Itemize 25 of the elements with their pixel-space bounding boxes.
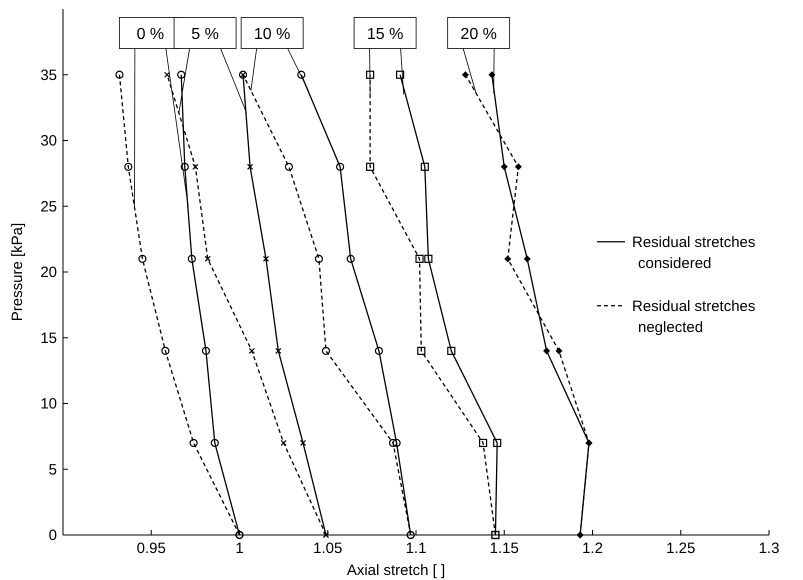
annotation: 20 %: [460, 26, 497, 43]
x-axis-title: Axial stretch [ ]: [346, 562, 446, 579]
y-tick-label: 30: [40, 132, 57, 150]
annotation: 5 %: [191, 26, 219, 43]
annotation: 0 %: [136, 26, 164, 43]
x-tick-label: 1: [235, 540, 244, 557]
x-tick-label: 1.05: [313, 540, 342, 557]
y-tick-label: 0: [48, 527, 57, 544]
x-tick-label: 1.2: [582, 540, 603, 557]
y-axis-title: Pressure [kPa]: [9, 222, 26, 322]
legend-label: Residual stretches neglected: [632, 298, 756, 336]
x-tick-label: 1.3: [758, 540, 780, 557]
x-tick-label: 1.25: [666, 540, 696, 557]
y-tick-label: 15: [40, 330, 57, 347]
y-tick-label: 35: [40, 66, 57, 84]
annotation: 10 %: [254, 26, 290, 43]
y-tick-label: 10: [40, 396, 57, 412]
y-tick-label: 25: [40, 198, 57, 216]
x-tick-label: 1.15: [490, 540, 519, 557]
legend-label: Residual stretches considered: [632, 234, 756, 272]
annotation: 15 %: [366, 26, 404, 43]
y-tick-label: 20: [40, 264, 57, 281]
y-tick-label: 5: [48, 461, 57, 478]
x-tick-label: 1.1: [406, 540, 426, 557]
x-tick-label: 0.95: [136, 540, 166, 557]
